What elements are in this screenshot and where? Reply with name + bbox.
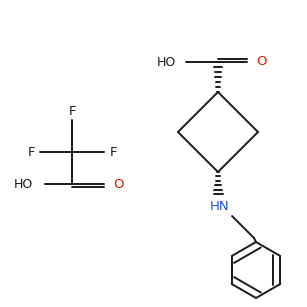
- Text: O: O: [256, 55, 266, 68]
- Text: O: O: [113, 178, 123, 192]
- Text: F: F: [27, 146, 35, 158]
- Text: HN: HN: [210, 200, 230, 213]
- Text: F: F: [109, 146, 117, 158]
- Text: HO: HO: [157, 56, 176, 68]
- Text: F: F: [68, 104, 76, 118]
- Text: HO: HO: [14, 177, 33, 191]
